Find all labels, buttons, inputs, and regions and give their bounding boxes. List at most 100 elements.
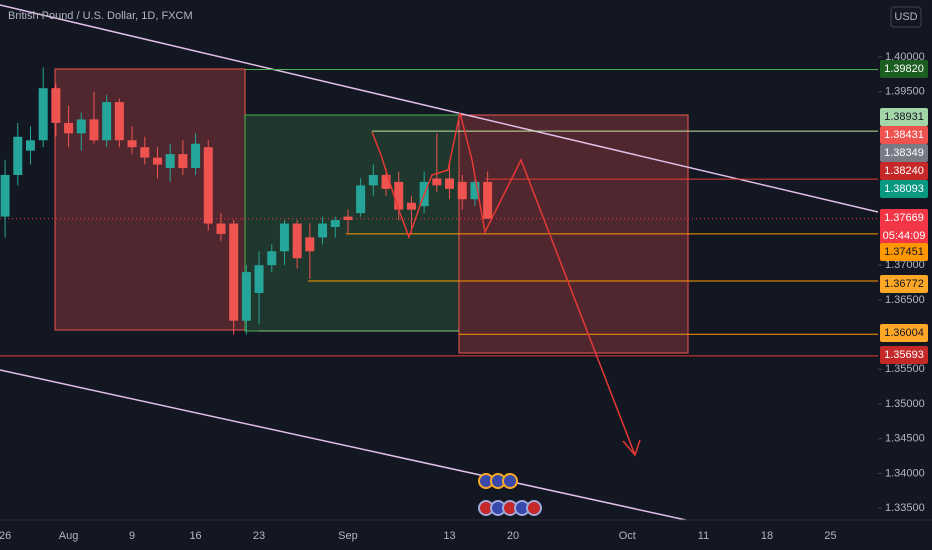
price-label-box (880, 243, 928, 261)
candle-body (64, 122, 74, 134)
candle-body (38, 88, 48, 141)
y-tick-label: 1.39500 (885, 86, 925, 98)
candle-body (318, 223, 328, 238)
candle-body (178, 154, 188, 169)
price-label: 1.38240 (884, 165, 924, 177)
countdown: 05:44:09 (883, 230, 926, 242)
price-label: 1.38093 (884, 183, 924, 195)
currency-label[interactable]: USD (894, 11, 917, 23)
event-icon (502, 473, 518, 489)
zone-box (244, 114, 460, 332)
axis: 1.40000 1.39500 1.37000 1.36500 1.35500 1.350… (0, 51, 925, 542)
candle-body (330, 220, 340, 228)
x-tick-label: Oct (619, 530, 636, 542)
x-tick-label: 26 (0, 530, 11, 542)
projection (371, 112, 641, 457)
candle-body (114, 102, 124, 141)
y-tick-label: 1.35500 (885, 363, 925, 375)
candle-body (279, 223, 289, 252)
y-tick-label: 1.33500 (885, 502, 925, 514)
price-label-box (880, 162, 928, 180)
candle-body (254, 265, 264, 293)
y-tick-label: 1.36500 (885, 294, 925, 306)
price-label: 1.38431 (884, 129, 924, 141)
price-label-box (880, 144, 928, 162)
price-label: 1.37451 (884, 246, 924, 258)
x-tick-label: 9 (129, 530, 135, 542)
price-label-box (880, 180, 928, 198)
x-tick-label: Sep (338, 530, 358, 542)
candle-body (191, 143, 201, 169)
drawings (0, 4, 879, 521)
arrow-head (622, 439, 641, 457)
candle-body (457, 181, 467, 200)
x-tick-label: Aug (59, 530, 79, 542)
x-tick-label: 23 (253, 530, 265, 542)
candle-body (0, 174, 10, 217)
price-label-box (880, 60, 928, 78)
candle-body (76, 119, 86, 134)
x-tick-label: 13 (443, 530, 455, 542)
candle-body (152, 157, 162, 165)
candle-body (203, 147, 213, 224)
price-label: 1.38931 (884, 111, 924, 123)
y-tick-label: 1.35000 (885, 398, 925, 410)
event-icon (526, 500, 542, 516)
price-label-box (880, 346, 928, 364)
y-tick-label: 1.37000 (885, 259, 925, 271)
candle-body (368, 174, 378, 186)
x-tick-label: 18 (761, 530, 773, 542)
x-tick-label: 25 (824, 530, 836, 542)
candle-body (89, 119, 99, 141)
price-label: 1.35693 (884, 349, 924, 361)
price-label-box (880, 126, 928, 144)
y-tick-label: 1.40000 (885, 51, 925, 63)
price-label-box (880, 108, 928, 126)
price-label: 1.37669 (884, 212, 924, 224)
price-label-box (880, 275, 928, 293)
y-tick-label: 1.34000 (885, 467, 925, 479)
candle-body (432, 178, 442, 186)
price-label: 1.36772 (884, 278, 924, 290)
x-tick-label: 20 (507, 530, 519, 542)
candle-body (127, 140, 137, 148)
candle-body (267, 251, 277, 266)
event-icons (478, 473, 542, 516)
price-label: 1.38349 (884, 147, 924, 159)
candle-body (102, 102, 112, 141)
x-tick-label: 11 (698, 530, 709, 542)
candle-body (445, 178, 455, 189)
candle-body (292, 223, 302, 259)
candle-body (343, 216, 353, 221)
chart-title: British Pound / U.S. Dollar, 1D, FXCM (8, 10, 193, 22)
candle-body (381, 174, 391, 189)
candle-body (394, 181, 404, 210)
candle-body (13, 136, 23, 175)
price-labels: 1.39820 1.38931 1.38431 1.38349 1.38240 1.380… (880, 60, 928, 364)
candle-body (165, 154, 175, 169)
y-tick-label: 1.34500 (885, 433, 925, 445)
candle-body (229, 223, 239, 321)
candle-body (25, 140, 35, 151)
candle-body (356, 185, 366, 214)
price-label: 1.36004 (884, 327, 924, 339)
candle-body (241, 272, 251, 321)
projection-path (371, 112, 636, 456)
candle-body (483, 181, 493, 219)
zone-box (54, 68, 246, 331)
price-label: 1.39820 (884, 63, 924, 75)
candle-body (305, 237, 315, 252)
x-tick-label: 16 (189, 530, 201, 542)
candle-body (51, 88, 61, 123)
price-label-box (880, 324, 928, 342)
trend-line (0, 4, 879, 213)
trend-line (0, 369, 687, 521)
candle-body (406, 202, 416, 210)
currency-button[interactable] (890, 6, 922, 28)
candle-body (216, 223, 226, 234)
price-label-box (880, 209, 928, 245)
candle-body (470, 181, 480, 200)
